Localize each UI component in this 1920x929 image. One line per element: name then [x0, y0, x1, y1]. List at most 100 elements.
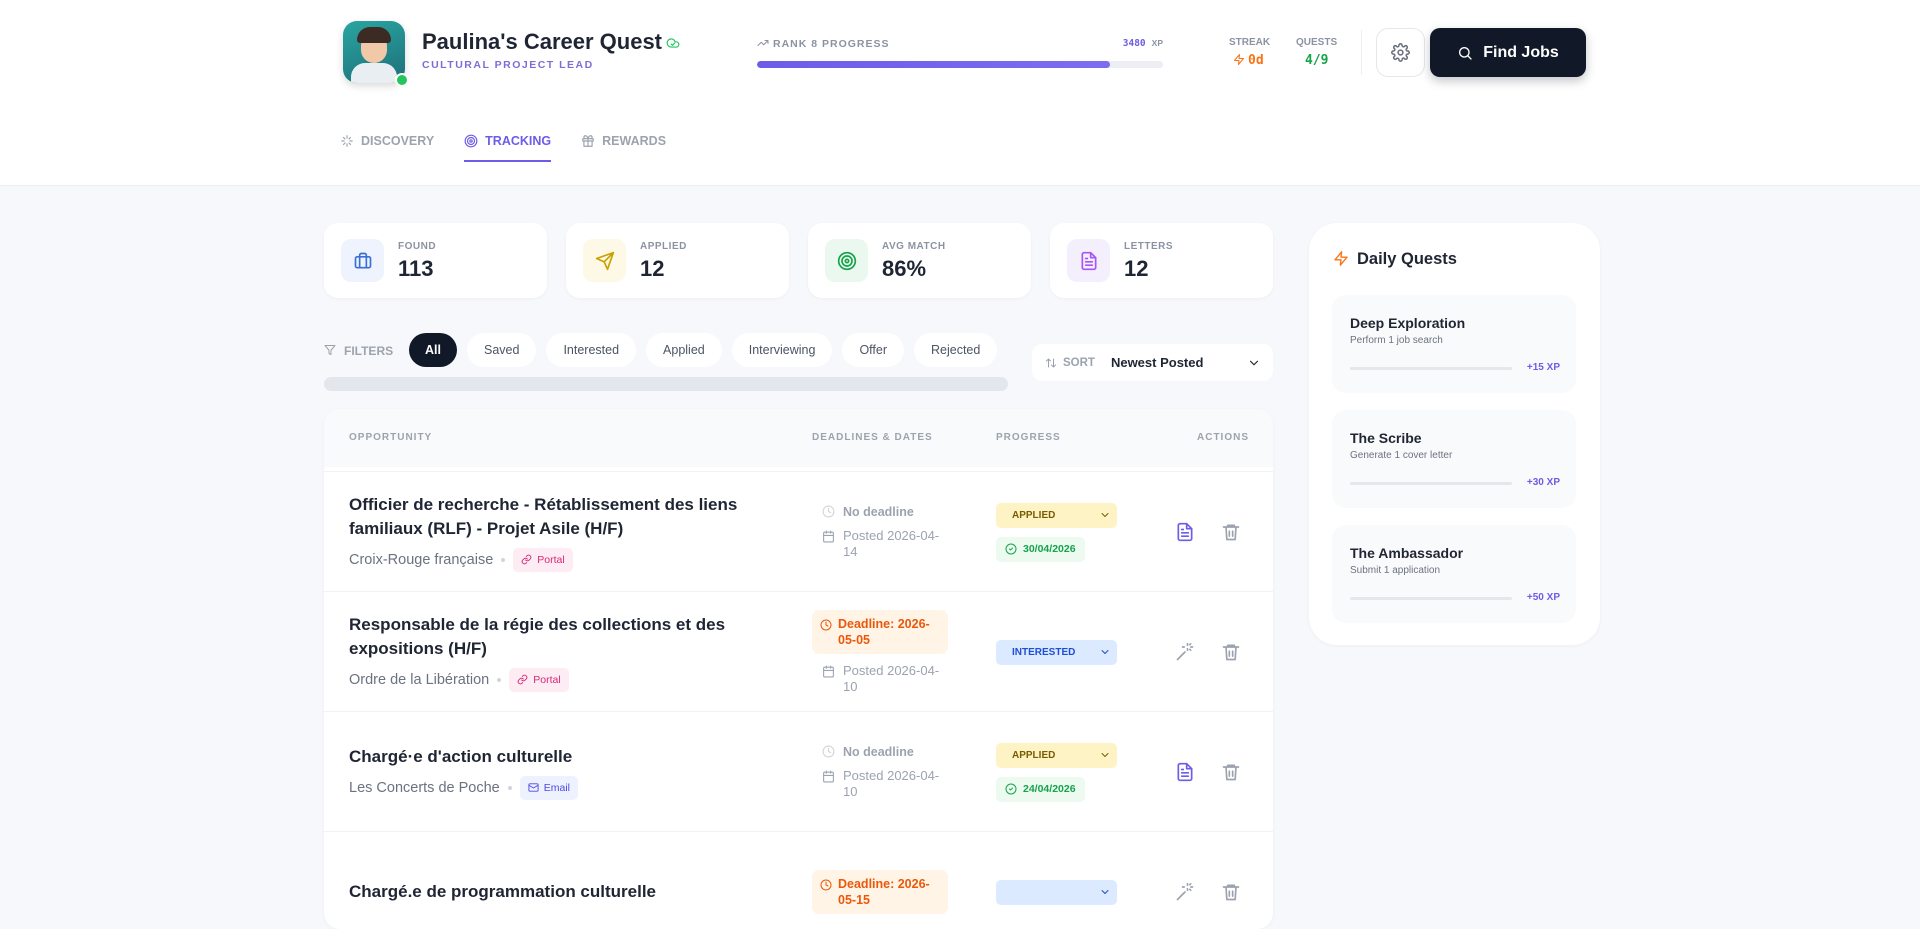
dates-cell: No deadline Posted 2026-04-14	[812, 472, 952, 592]
stat-icon	[341, 239, 384, 282]
stat-card: APPLIED 12	[566, 223, 789, 298]
delete-button[interactable]	[1221, 642, 1241, 662]
job-title[interactable]: Officier de recherche - Rétablissement d…	[349, 494, 738, 538]
channel-icon	[528, 782, 539, 793]
quest-name: The Ambassador	[1350, 545, 1464, 561]
letter-button[interactable]	[1175, 762, 1195, 782]
table-row: Officier de recherche - Rétablissement d…	[324, 471, 1273, 591]
nav-tab[interactable]: DISCOVERY	[340, 134, 434, 162]
quests-bolt	[1333, 250, 1349, 267]
sort-select[interactable]: SORT Newest Posted	[1032, 344, 1273, 381]
generate-button[interactable]	[1175, 882, 1195, 902]
applied-date: 24/04/2026	[996, 776, 1085, 802]
channel-text: Portal	[537, 553, 565, 566]
calendar-icon-svg	[823, 530, 834, 542]
no-deadline-icon-svg	[822, 505, 835, 518]
settings-button[interactable]	[1376, 28, 1425, 77]
profile-name: Paulina's Career Quest	[422, 29, 663, 54]
check-icon	[1005, 543, 1017, 555]
stat-value: 86%	[882, 256, 927, 281]
nav-icon	[581, 134, 595, 148]
quest-bar	[1350, 482, 1512, 485]
quest-desc: Submit 1 application	[1350, 565, 1441, 576]
generate-button[interactable]	[1175, 642, 1195, 662]
quest-card: The Scribe Generate 1 cover letter +30 XP	[1332, 410, 1576, 508]
filter-chip[interactable]: Offer	[842, 333, 904, 367]
tracking-table: OPPORTUNITY DEADLINES & DATES PROGRESS ACTI…	[324, 409, 1273, 929]
nav-tab[interactable]: REWARDS	[581, 134, 666, 162]
quest-bar	[1350, 367, 1512, 370]
deadline-icon	[820, 879, 832, 891]
job-title[interactable]: Responsable de la régie des collections …	[349, 614, 726, 658]
nav-tab[interactable]: TRACKING	[464, 134, 552, 162]
quest-card: The Ambassador Submit 1 application +50 XP	[1332, 525, 1576, 623]
job-title[interactable]: Chargé·e d'action culturelle	[349, 746, 573, 766]
trend-icon	[757, 37, 769, 49]
dates-cell: No deadline Posted 2026-04-10	[812, 712, 952, 832]
chips-scrollbar	[324, 377, 1008, 391]
quest-desc: Generate 1 cover letter	[1350, 450, 1453, 461]
calendar-icon-svg	[823, 665, 834, 677]
status-select[interactable]: APPLIED	[996, 742, 1117, 768]
no-deadline-icon-svg	[822, 745, 835, 758]
quests-title: Daily Quests	[1357, 250, 1457, 268]
table-header-bg	[324, 409, 1273, 467]
quest-desc: Perform 1 job search	[1350, 335, 1443, 346]
stat-icon-svg	[595, 251, 614, 270]
status-chevron-svg	[1101, 890, 1109, 894]
job-title[interactable]: Chargé.e de programmation culturelle	[349, 882, 657, 901]
filter-chip[interactable]: All	[409, 333, 457, 367]
generate-button-svg	[1176, 882, 1194, 901]
no-deadline-icon	[822, 745, 835, 758]
filter-chip[interactable]: Applied	[646, 333, 722, 367]
check-icon-svg	[1005, 783, 1017, 795]
channel-badge: Email	[519, 775, 578, 800]
filter-chip[interactable]: Interviewing	[731, 333, 833, 367]
streak-label: STREAK	[1229, 37, 1271, 48]
status-select[interactable]	[996, 879, 1117, 905]
table-row: Chargé.e de programmation culturelle Dead…	[324, 831, 1273, 929]
rank-bar-fill	[757, 61, 1111, 68]
column-header: ACTIONS	[1197, 432, 1249, 443]
quest-xp: +50 XP	[1526, 592, 1560, 603]
divider	[1361, 30, 1362, 75]
actions-cell	[1175, 832, 1241, 929]
applied-date-text: 30/04/2026	[1023, 543, 1076, 555]
posted-text: Posted 2026-04-14	[843, 527, 940, 559]
search-icon	[1457, 45, 1473, 61]
stat-value: 12	[640, 256, 665, 281]
stat-label: AVG MATCH	[882, 241, 946, 252]
status-select[interactable]: INTERESTED	[996, 639, 1117, 665]
deadline-pill: Deadline: 2026-05-05	[812, 609, 948, 654]
avatar-body	[351, 63, 397, 83]
calendar-icon-svg	[823, 770, 834, 782]
delete-button-svg	[1222, 644, 1240, 661]
quest-card: Deep Exploration Perform 1 job search +15 …	[1332, 295, 1576, 393]
stat-label: APPLIED	[640, 241, 687, 252]
find-jobs-button[interactable]: Find Jobs	[1430, 28, 1586, 77]
calendar-icon	[822, 665, 835, 678]
status-select[interactable]: APPLIED	[996, 502, 1117, 528]
filter-chip[interactable]: Interested	[546, 333, 637, 367]
opportunity-cell: Chargé.e de programmation culturelle	[349, 832, 749, 929]
letter-button[interactable]	[1175, 522, 1195, 542]
column-header: PROGRESS	[996, 432, 1061, 443]
company-name: Ordre de la Libération	[349, 671, 490, 688]
stat-icon-svg	[1081, 251, 1096, 270]
delete-button[interactable]	[1221, 762, 1241, 782]
deadline-text: Deadline: 2026-05-15	[838, 877, 930, 907]
filters-label: FILTERS	[344, 344, 394, 358]
delete-button[interactable]	[1221, 522, 1241, 542]
stat-icon	[583, 239, 626, 282]
opportunity-cell: Responsable de la régie des collections …	[349, 592, 749, 712]
delete-button[interactable]	[1221, 882, 1241, 902]
filter-chip[interactable]: Rejected	[914, 333, 998, 367]
company-line: Croix-Rouge française Portal	[349, 547, 749, 572]
dates-cell: Deadline: 2026-05-15	[812, 832, 952, 929]
deadline-text: Deadline: 2026-05-05	[838, 616, 930, 647]
actions-cell	[1175, 472, 1241, 592]
filter-chip[interactable]: Saved	[466, 333, 537, 367]
nav-label: TRACKING	[485, 134, 552, 148]
app: Paulina's Career Quest CULTURAL PROJECT L…	[0, 21, 1920, 914]
no-deadline: No deadline	[812, 745, 952, 759]
